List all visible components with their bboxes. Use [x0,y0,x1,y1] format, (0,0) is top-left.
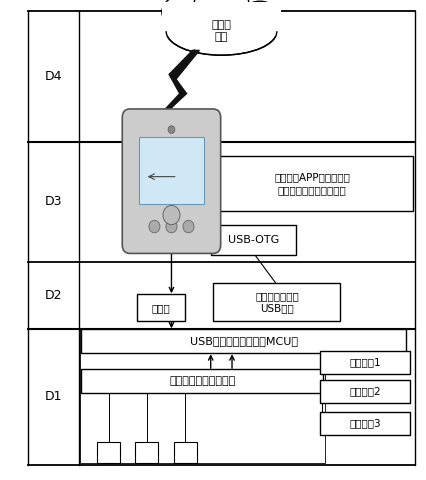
Ellipse shape [241,1,279,33]
Text: 云端服
务器: 云端服 务器 [212,20,231,42]
FancyBboxPatch shape [81,369,323,393]
Text: D3: D3 [44,195,62,208]
FancyBboxPatch shape [320,380,410,403]
FancyBboxPatch shape [81,329,406,353]
Text: 应用软件APP，浓度等相
关信息显示和号码呼叫等: 应用软件APP，浓度等相 关信息显示和号码呼叫等 [274,172,350,195]
Ellipse shape [162,0,204,29]
Circle shape [149,220,160,233]
FancyBboxPatch shape [211,156,413,211]
Text: D2: D2 [44,288,62,302]
Ellipse shape [194,0,249,24]
FancyBboxPatch shape [174,442,197,463]
Circle shape [163,205,180,225]
Text: USB功能的微处理器（MCU）: USB功能的微处理器（MCU） [190,336,298,346]
FancyBboxPatch shape [162,2,281,36]
FancyBboxPatch shape [122,109,221,253]
Text: 信号选择，放大和采样: 信号选择，放大和采样 [169,376,236,386]
FancyBboxPatch shape [213,283,340,321]
Polygon shape [158,50,199,120]
Circle shape [183,220,194,233]
FancyBboxPatch shape [211,225,296,255]
FancyBboxPatch shape [320,351,410,374]
Text: USB-OTG: USB-OTG [228,235,279,245]
FancyBboxPatch shape [137,294,185,321]
Text: 试纸端口2: 试纸端口2 [349,386,381,396]
FancyBboxPatch shape [139,137,204,204]
Circle shape [168,126,175,133]
FancyBboxPatch shape [97,442,120,463]
Text: 转接线: 转接线 [151,303,170,312]
Text: 试纸端口3: 试纸端口3 [349,419,381,428]
FancyBboxPatch shape [135,442,158,463]
Text: D1: D1 [44,390,62,403]
FancyBboxPatch shape [320,412,410,435]
Ellipse shape [166,7,277,55]
Circle shape [166,220,177,233]
Text: 兼容智能终端的
USB接口: 兼容智能终端的 USB接口 [255,291,299,313]
Text: D4: D4 [44,70,62,83]
Text: 试纸端口1: 试纸端口1 [349,358,381,367]
